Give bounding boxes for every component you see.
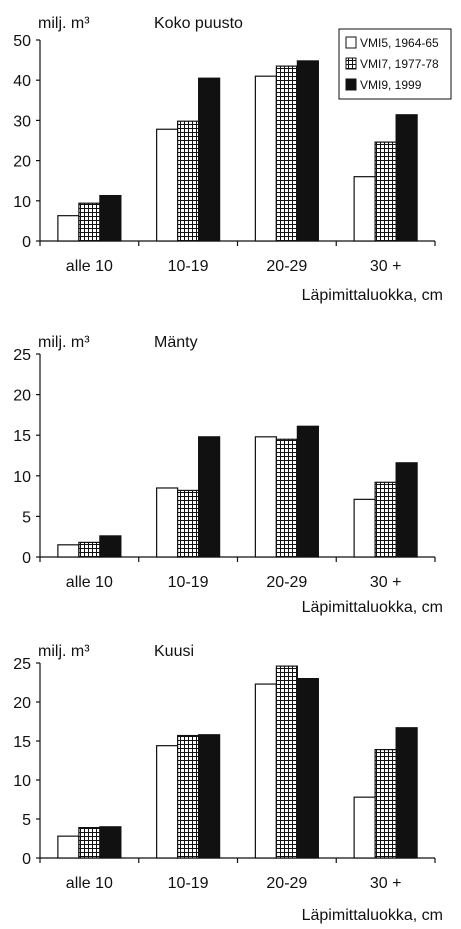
y-tick-label: 30 bbox=[13, 113, 31, 130]
bar-series-2-20-29 bbox=[275, 438, 298, 558]
y-tick-label: 25 bbox=[13, 347, 31, 364]
x-tick-label: 20-29 bbox=[266, 574, 307, 591]
bar-series-3-alle-10 bbox=[99, 535, 122, 558]
bar-series-3-alle-10 bbox=[99, 194, 122, 242]
x-tick-label: 10-19 bbox=[168, 258, 209, 275]
x-tick-label: alle 10 bbox=[66, 875, 113, 892]
y-tick-label: 10 bbox=[13, 194, 31, 211]
x-tick-label: 30 + bbox=[370, 875, 402, 892]
x-tick-label: alle 10 bbox=[66, 574, 113, 591]
bar-series-3-alle-10 bbox=[99, 826, 122, 859]
x-tick-label: 20-29 bbox=[266, 875, 307, 892]
bar-series-3-10-19 bbox=[198, 734, 221, 859]
bar-series-3-20-29 bbox=[296, 60, 319, 242]
chart-panel-2: 0 5 10 15 20 25 alle 10 10-19 20-29 30 + milj. m³ M… bbox=[13, 334, 443, 616]
y-tick-label: 20 bbox=[13, 388, 31, 405]
x-tick-label: 10-19 bbox=[168, 875, 209, 892]
legend-label-2: VMI7, 1977-78 bbox=[360, 57, 439, 71]
y-tick-label: 20 bbox=[13, 154, 31, 171]
bar-series-2-30 bbox=[374, 481, 397, 558]
bar-series-1-20-29 bbox=[254, 75, 277, 242]
chart-title: Koko puusto bbox=[154, 15, 243, 32]
x-tick-label: 30 + bbox=[370, 574, 402, 591]
y-tick-label: 0 bbox=[22, 851, 31, 868]
y-axis-label: milj. m³ bbox=[38, 334, 90, 351]
y-axis-label: milj. m³ bbox=[38, 15, 90, 32]
bar-series-3-10-19 bbox=[198, 77, 221, 242]
bar-series-3-30 bbox=[395, 462, 418, 558]
legend: VMI5, 1964-65 VMI7, 1977-78 VMI9, 1999 bbox=[338, 28, 452, 100]
x-axis-label: Läpimittaluokka, cm bbox=[302, 599, 443, 616]
legend-swatch-2 bbox=[345, 57, 357, 70]
legend-label-1: VMI5, 1964-65 bbox=[360, 36, 439, 50]
bar-series-2-20-29 bbox=[275, 665, 298, 859]
bar-series-1-20-29 bbox=[254, 436, 277, 558]
bar-series-2-10-19 bbox=[177, 120, 200, 242]
bar-series-1-alle-10 bbox=[57, 215, 80, 242]
bar-series-2-alle-10 bbox=[78, 202, 101, 242]
y-tick-label: 50 bbox=[13, 33, 31, 50]
chart-title: Kuusi bbox=[154, 643, 194, 660]
y-tick-label: 15 bbox=[13, 734, 31, 751]
bar-series-2-10-19 bbox=[177, 734, 200, 859]
chart-panel-1: 0 10 20 30 40 50 alle 10 10-19 20-29 30 + milj. m³… bbox=[13, 15, 452, 304]
bar-series-3-30 bbox=[395, 114, 418, 242]
bar-series-1-10-19 bbox=[156, 745, 179, 859]
bar-series-2-30 bbox=[374, 141, 397, 242]
legend-box bbox=[338, 28, 452, 100]
bar-series-2-20-29 bbox=[275, 65, 298, 242]
chart-panel-3: 0 5 10 15 20 25 alle 10 10-19 20-29 30 + milj. m³ K… bbox=[13, 643, 443, 924]
y-tick-label: 10 bbox=[13, 773, 31, 790]
y-tick-label: 5 bbox=[22, 509, 31, 526]
y-tick-label: 15 bbox=[13, 428, 31, 445]
chart-title: Mänty bbox=[154, 334, 198, 351]
bar-series-3-30 bbox=[395, 727, 418, 859]
y-tick-label: 5 bbox=[22, 812, 31, 829]
bar-series-2-alle-10 bbox=[78, 826, 101, 859]
bar-series-1-30 bbox=[353, 796, 376, 859]
bar-series-1-30 bbox=[353, 176, 376, 242]
legend-swatch-1 bbox=[345, 36, 357, 49]
bar-series-1-alle-10 bbox=[57, 835, 80, 859]
x-tick-label: 20-29 bbox=[266, 258, 307, 275]
bar-series-3-10-19 bbox=[198, 436, 221, 558]
bar-series-2-10-19 bbox=[177, 489, 200, 558]
y-tick-label: 20 bbox=[13, 695, 31, 712]
bar-series-3-20-29 bbox=[296, 677, 319, 859]
x-tick-label: alle 10 bbox=[66, 258, 113, 275]
bar-series-2-alle-10 bbox=[78, 541, 101, 558]
bar-series-2-30 bbox=[374, 748, 397, 859]
bar-series-1-alle-10 bbox=[57, 544, 80, 558]
y-axis-label: milj. m³ bbox=[38, 643, 90, 660]
bar-series-1-30 bbox=[353, 498, 376, 558]
y-tick-label: 40 bbox=[13, 73, 31, 90]
y-tick-label: 0 bbox=[22, 234, 31, 251]
x-axis-label: Läpimittaluokka, cm bbox=[302, 907, 443, 924]
y-tick-label: 10 bbox=[13, 469, 31, 486]
bar-series-1-10-19 bbox=[156, 128, 179, 242]
y-tick-label: 0 bbox=[22, 550, 31, 567]
y-tick-label: 25 bbox=[13, 656, 31, 673]
bar-series-1-20-29 bbox=[254, 683, 277, 859]
legend-swatch-3 bbox=[345, 78, 357, 91]
x-axis-label: Läpimittaluokka, cm bbox=[302, 287, 443, 304]
x-tick-label: 10-19 bbox=[168, 574, 209, 591]
legend-label-3: VMI9, 1999 bbox=[360, 78, 422, 92]
bar-series-1-10-19 bbox=[156, 487, 179, 558]
x-tick-label: 30 + bbox=[370, 258, 402, 275]
bar-series-3-20-29 bbox=[296, 425, 319, 558]
